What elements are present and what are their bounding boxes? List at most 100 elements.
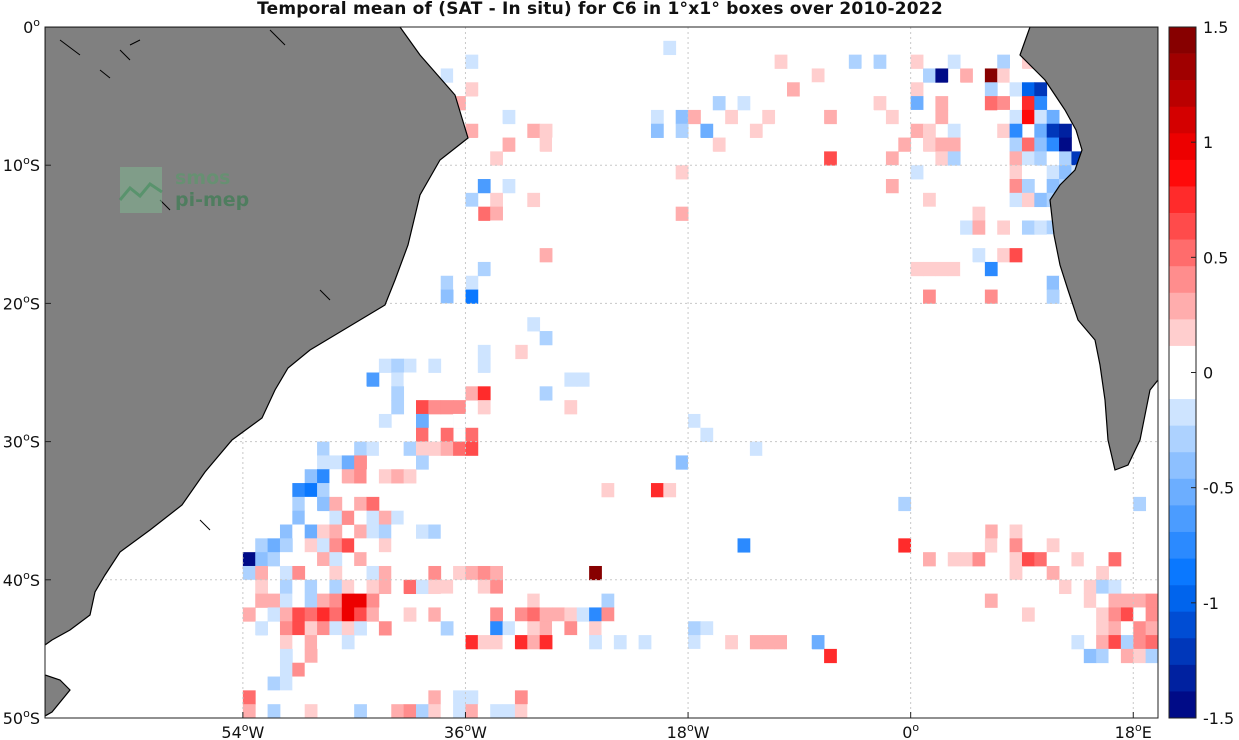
heatmap-cell [824, 648, 837, 664]
heatmap-cell [465, 441, 479, 456]
heatmap-cell [354, 704, 367, 718]
heatmap-cell [1009, 524, 1023, 539]
heatmap-cell [861, 648, 874, 664]
heatmap-cell [477, 483, 491, 498]
heatmap-cell [502, 704, 516, 718]
heatmap-cell [416, 579, 429, 595]
y-tick-label: 0o [23, 16, 40, 37]
heatmap-cell [366, 496, 380, 512]
heatmap-cell [329, 538, 343, 553]
heatmap-cell [317, 593, 330, 608]
heatmap-cell [391, 386, 405, 401]
heatmap-cell [762, 109, 776, 125]
heatmap-cell [354, 441, 367, 456]
heatmap-cell [861, 496, 874, 512]
heatmap-cell [601, 621, 615, 636]
x-tick-label: 0o [902, 721, 919, 740]
heatmap-cell [366, 441, 380, 456]
heatmap-cell [1034, 220, 1048, 235]
heatmap-cell [341, 469, 355, 484]
heatmap-cell [762, 441, 776, 456]
heatmap-cell [354, 565, 367, 581]
heatmap-cell [984, 289, 998, 304]
heatmap-cell [366, 469, 380, 484]
heatmap-cell [502, 648, 516, 664]
heatmap-cell [329, 635, 343, 650]
heatmap-cell [1120, 607, 1134, 622]
heatmap-cell [1034, 123, 1048, 138]
heatmap-cell [601, 386, 615, 401]
heatmap-cell [749, 123, 763, 138]
heatmap-cell [737, 400, 751, 415]
heatmap-cell [477, 137, 491, 152]
heatmap-cell [589, 621, 602, 636]
heatmap-cell [601, 455, 615, 470]
heatmap-cell [997, 248, 1010, 263]
heatmap-cell [502, 179, 516, 194]
heatmap-cell [1096, 621, 1109, 636]
map-frame [44, 26, 1159, 719]
heatmap-cell [1034, 109, 1048, 125]
heatmap-cell [811, 123, 825, 138]
heatmap-cell [279, 552, 293, 567]
heatmap-cell [564, 648, 578, 664]
heatmap-cell [391, 718, 404, 732]
heatmap-cell [378, 579, 392, 595]
colorbar-segment [1169, 106, 1196, 134]
heatmap-cell [317, 676, 330, 691]
heatmap-cell [626, 607, 639, 622]
heatmap-cell [391, 358, 405, 373]
heatmap-cell [1108, 648, 1122, 664]
y-tick-label: 40oS [3, 569, 40, 590]
heatmap-cell [1021, 165, 1035, 180]
heatmap-cell [1009, 82, 1023, 97]
heatmap-cell [712, 386, 726, 401]
heatmap-cell [613, 96, 627, 111]
heatmap-cell [539, 621, 553, 636]
heatmap-cell [1021, 82, 1035, 97]
heatmap-cell [317, 621, 330, 636]
heatmap-cell [1046, 565, 1060, 581]
heatmap-cell [366, 427, 380, 442]
heatmap-cell [1046, 165, 1060, 180]
heatmap-cell [440, 275, 454, 290]
heatmap-cell [725, 635, 738, 650]
heatmap-cell [1108, 621, 1122, 636]
heatmap-cell [824, 496, 837, 512]
heatmap-cell [650, 483, 664, 498]
heatmap-cell [354, 496, 367, 512]
heatmap-cell [354, 593, 367, 608]
heatmap-cell [477, 179, 491, 194]
heatmap-cell [366, 607, 380, 622]
heatmap-cell [403, 565, 417, 581]
colorbar-tick-label: 1 [1203, 133, 1213, 152]
colorbar-segment [1169, 133, 1196, 161]
heatmap-cell [1009, 137, 1023, 152]
heatmap-cell [490, 82, 503, 97]
heatmap-cell [465, 275, 479, 290]
heatmap-cell [304, 510, 318, 525]
heatmap-cell [527, 621, 541, 636]
heatmap-cell [490, 206, 503, 221]
heatmap-cell [329, 621, 343, 636]
heatmap-cell [1046, 109, 1060, 125]
heatmap-cell [910, 123, 924, 138]
heatmap-cell [688, 455, 701, 470]
heatmap-cell [1046, 137, 1060, 152]
heatmap-cell [564, 54, 578, 69]
heatmap-cell [341, 455, 355, 470]
colorbar-segment [1169, 399, 1196, 426]
heatmap-cell [527, 358, 541, 373]
heatmap-cell [391, 538, 405, 553]
heatmap-cell [935, 137, 949, 152]
heatmap-cell [1120, 635, 1134, 650]
heatmap-cell [378, 358, 392, 373]
heatmap-cell [1009, 165, 1023, 180]
heatmap-cell [292, 621, 306, 636]
heatmap-cell [453, 690, 466, 705]
heatmap-cell [960, 538, 973, 553]
heatmap-cell [898, 538, 912, 553]
heatmap-cell [391, 400, 405, 415]
heatmap-cell [589, 607, 602, 622]
colorbar-segment [1169, 664, 1196, 692]
